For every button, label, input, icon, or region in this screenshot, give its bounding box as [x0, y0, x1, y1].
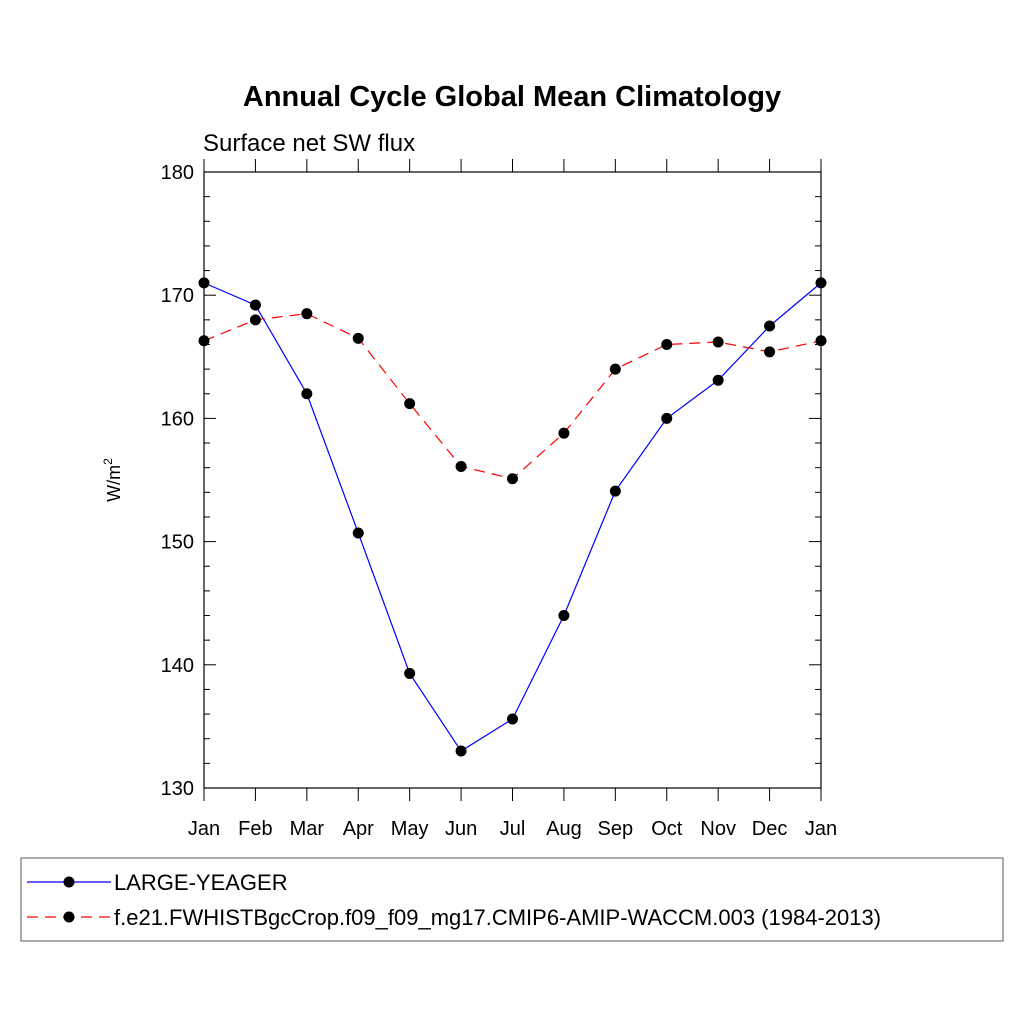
series-1-point	[301, 388, 313, 400]
series-2-point	[712, 336, 724, 348]
series-2-point	[764, 346, 776, 358]
series-2-point	[198, 335, 210, 347]
series-1-point	[609, 485, 621, 497]
y-tick-label: 150	[161, 532, 194, 554]
series-2-point	[249, 314, 261, 326]
legend-box	[20, 857, 1004, 942]
series-2-point	[815, 335, 827, 347]
series-line-1	[203, 282, 822, 752]
x-tick-label: Jan	[188, 818, 220, 840]
x-tick-label: Feb	[238, 818, 272, 840]
series-1-point	[558, 610, 570, 622]
x-tick-label: Dec	[752, 818, 788, 840]
series-1-point	[815, 277, 827, 289]
x-tick-label: Jun	[445, 818, 477, 840]
series-1-point	[198, 277, 210, 289]
y-axis-label-unit: W/m	[104, 465, 124, 502]
series-2-point	[301, 308, 313, 320]
series-1-point	[507, 713, 518, 725]
y-axis: 130 140 150 160 170 180	[161, 162, 821, 800]
series-2-point	[404, 398, 416, 410]
legend-marker-1	[63, 876, 75, 888]
x-axis: Jan Feb Mar Apr May Jun Jul Aug Sep Oct Nov Dec Jan	[188, 159, 837, 840]
series-layer	[198, 277, 827, 757]
series-2-point	[558, 427, 570, 439]
y-tick-label: 130	[161, 778, 194, 800]
series-2-point	[352, 332, 364, 344]
chart-subtitle: Surface net SW flux	[203, 130, 415, 157]
x-tick-label: Jul	[500, 818, 526, 840]
legend-marker-2	[63, 911, 75, 923]
series-2-point	[661, 338, 673, 350]
series-1-point	[455, 745, 467, 757]
x-tick-label: May	[391, 818, 429, 840]
legend: LARGE-YEAGER f.e21.FWHISTBgcCrop.f09_f09_…	[20, 857, 1004, 942]
series-2-point	[609, 363, 621, 375]
x-tick-label: Apr	[343, 818, 374, 840]
series-1-point	[661, 412, 673, 424]
legend-label-1: LARGE-YEAGER	[114, 870, 288, 895]
y-tick-label: 180	[161, 162, 194, 184]
y-axis-label: W/m2	[101, 458, 124, 502]
series-1-point	[249, 299, 261, 311]
series-1-point	[712, 374, 724, 386]
chart-title: Annual Cycle Global Mean Climatology	[243, 81, 781, 113]
y-tick-label: 170	[161, 285, 194, 307]
x-tick-label: Aug	[546, 818, 582, 840]
x-tick-label: Mar	[290, 818, 325, 840]
y-tick-label: 160	[161, 408, 194, 430]
x-tick-label: Nov	[700, 818, 736, 840]
series-1-point	[404, 667, 416, 679]
series-1-point	[352, 527, 364, 539]
series-line-2	[203, 313, 822, 480]
y-axis-label-superscript: 2	[101, 458, 115, 465]
x-tick-label: Jan	[805, 818, 837, 840]
legend-label-2: f.e21.FWHISTBgcCrop.f09_f09_mg17.CMIP6-A…	[114, 905, 881, 930]
x-tick-label: Oct	[651, 818, 683, 840]
x-tick-label: Sep	[598, 818, 634, 840]
series-2-point	[455, 460, 467, 472]
series-1-point	[764, 320, 776, 332]
series-2-point	[507, 473, 518, 485]
y-tick-label: 140	[161, 655, 194, 677]
